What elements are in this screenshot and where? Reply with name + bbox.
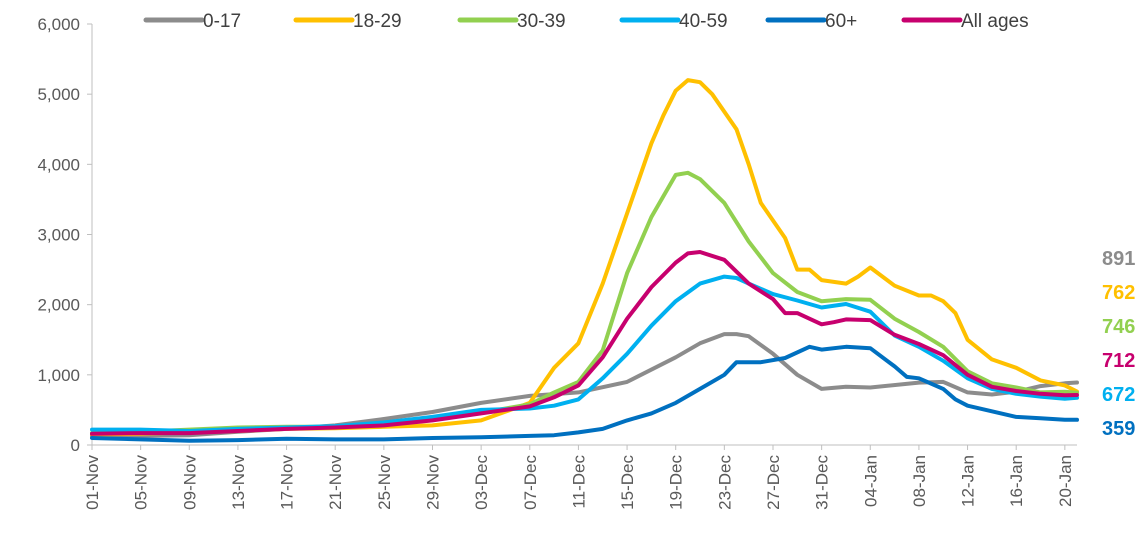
x-tick-label: 04-Jan [861, 455, 880, 507]
y-tick-label: 2,000 [37, 296, 80, 315]
y-tick-label: 1,000 [37, 366, 80, 385]
end-value-label: 712 [1102, 350, 1135, 372]
series-lines [90, 78, 1079, 443]
x-tick-label: 08-Jan [910, 455, 929, 507]
y-tick-label: 4,000 [37, 155, 80, 174]
legend-label: 0-17 [203, 11, 241, 32]
series-line-all-ages [90, 250, 1079, 436]
series-line-40-59 [90, 274, 1079, 433]
x-tick-label: 23-Dec [715, 455, 734, 510]
x-axis-ticks: 01-Nov 05-Nov 09-Nov 13-Nov 17-Nov 21-Nov 25-N… [83, 445, 1075, 510]
x-tick-label: 03-Dec [472, 455, 491, 510]
y-tick-label: 5,000 [37, 85, 80, 104]
x-tick-label: 16-Jan [1007, 455, 1026, 507]
y-tick-label: 6,000 [37, 15, 80, 34]
x-tick-label: 09-Nov [180, 455, 199, 510]
end-value-label: 672 [1102, 384, 1135, 406]
x-tick-label: 12-Jan [959, 455, 978, 507]
x-tick-label: 31-Dec [813, 455, 832, 510]
legend: 0-17 18-29 30-39 40-59 60+ All ages [143, 11, 1029, 32]
series-line-18-29 [90, 78, 1079, 437]
x-tick-label: 07-Dec [521, 455, 540, 510]
x-tick-label: 27-Dec [764, 455, 783, 510]
x-tick-label: 25-Nov [375, 455, 394, 510]
x-tick-label: 21-Nov [326, 455, 345, 510]
legend-label: 18-29 [353, 11, 402, 32]
series-line-60- [90, 344, 1079, 443]
x-tick-label: 13-Nov [229, 455, 248, 510]
legend-label: 40-59 [679, 11, 728, 32]
x-tick-label: 15-Dec [618, 455, 637, 510]
legend-label: 60+ [825, 11, 857, 32]
y-tick-label: 0 [71, 436, 80, 455]
x-tick-label: 29-Nov [423, 455, 442, 510]
end-value-label: 359 [1102, 418, 1135, 440]
y-tick-label: 3,000 [37, 226, 80, 245]
end-value-label: 891 [1102, 248, 1135, 270]
end-labels: 891 762 746 712 672 359 [1102, 248, 1135, 440]
x-tick-label: 05-Nov [132, 455, 151, 510]
x-tick-label: 17-Nov [278, 455, 297, 510]
end-value-label: 746 [1102, 316, 1135, 338]
y-axis-ticks: 0 1,000 2,000 3,000 4,000 5,000 6,000 [37, 15, 92, 455]
x-tick-label: 19-Dec [667, 455, 686, 510]
legend-label: 30-39 [517, 11, 566, 32]
x-tick-label: 11-Dec [569, 455, 588, 509]
end-value-label: 762 [1102, 282, 1135, 304]
legend-label: All ages [961, 11, 1029, 32]
x-tick-label: 20-Jan [1056, 455, 1075, 507]
x-tick-label: 01-Nov [83, 455, 102, 510]
